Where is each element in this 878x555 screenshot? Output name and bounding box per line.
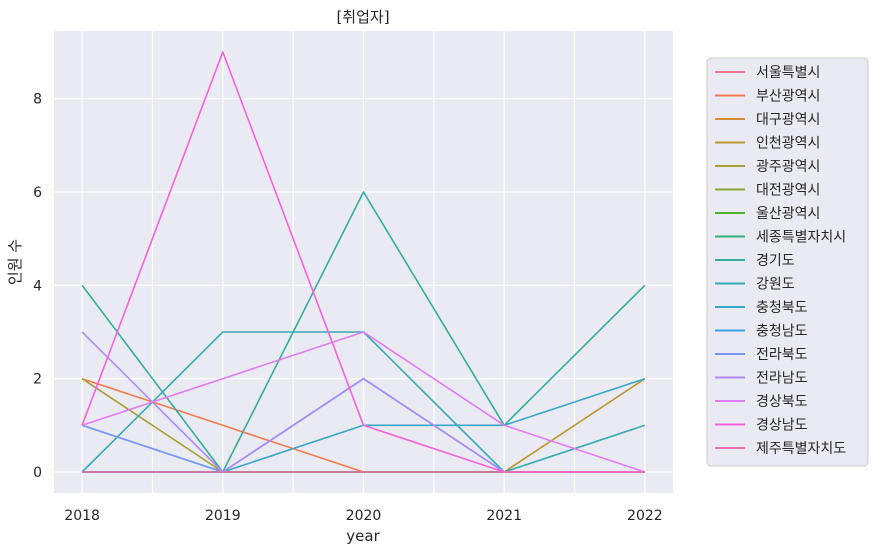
series-line bbox=[81, 331, 646, 473]
y-tick-label: 8 bbox=[33, 92, 42, 108]
y-tick-label: 4 bbox=[33, 278, 42, 294]
legend-label: 강원도 bbox=[756, 277, 795, 293]
legend-label: 충청북도 bbox=[756, 300, 808, 316]
legend-label: 대구광역시 bbox=[756, 112, 820, 128]
legend-label: 인천광역시 bbox=[756, 136, 820, 152]
series-line bbox=[81, 191, 646, 473]
y-tick-label: 6 bbox=[33, 185, 42, 201]
legend: 서울특별시부산광역시대구광역시인천광역시광주광역시대전광역시울산광역시세종특별자… bbox=[706, 57, 869, 467]
legend-label: 경상남도 bbox=[756, 418, 808, 434]
x-tick-label: 2022 bbox=[627, 508, 663, 524]
legend-label: 전라북도 bbox=[756, 347, 808, 363]
legend-label: 세종특별자치시 bbox=[756, 230, 846, 246]
legend-label: 전라남도 bbox=[756, 371, 808, 387]
legend-label: 대전광역시 bbox=[756, 183, 820, 199]
legend-label: 부산광역시 bbox=[756, 89, 820, 105]
x-tick-label: 2021 bbox=[486, 508, 522, 524]
y-tick-label: 2 bbox=[33, 372, 42, 388]
legend-label: 서울특별시 bbox=[756, 65, 820, 81]
y-tick-labels: 0 2 4 6 8 bbox=[33, 92, 42, 481]
legend-box bbox=[706, 57, 869, 467]
legend-label: 제주특별자치도 bbox=[756, 441, 846, 457]
x-tick-labels: 2018 2019 2020 2021 2022 bbox=[64, 508, 662, 524]
legend-label: 충청남도 bbox=[756, 324, 808, 340]
legend-label: 경기도 bbox=[756, 253, 795, 269]
y-tick-label: 0 bbox=[33, 465, 42, 481]
legend-label: 광주광역시 bbox=[756, 159, 820, 175]
x-axis-label: year bbox=[346, 527, 380, 545]
legend-label: 울산광역시 bbox=[756, 206, 820, 222]
x-tick-label: 2019 bbox=[205, 508, 241, 524]
x-tick-label: 2020 bbox=[346, 508, 382, 524]
chart-title: [취업자] bbox=[336, 8, 389, 26]
y-axis-label: 인원 수 bbox=[6, 239, 24, 285]
series-lines bbox=[81, 51, 646, 473]
x-tick-label: 2018 bbox=[64, 508, 100, 524]
legend-label: 경상북도 bbox=[756, 394, 808, 410]
